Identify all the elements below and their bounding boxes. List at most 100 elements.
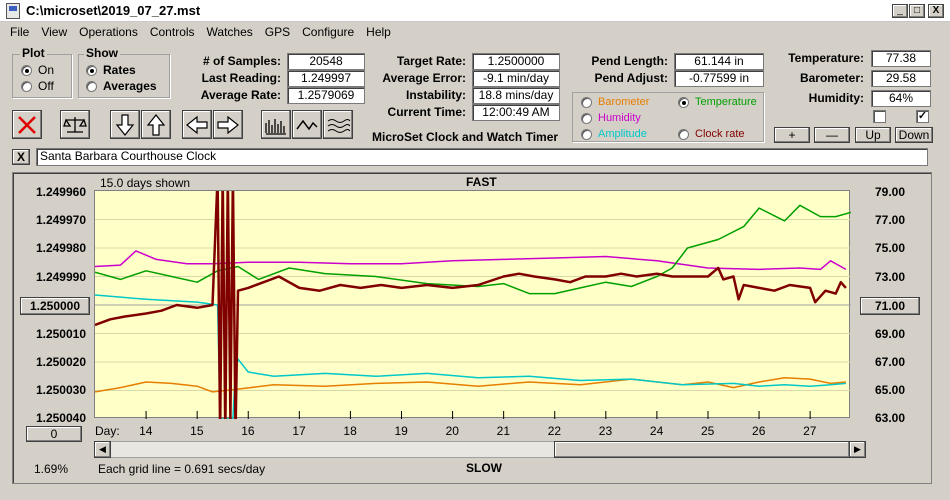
arrow-right-button[interactable] — [213, 110, 243, 139]
arrow-down-icon — [115, 113, 135, 136]
right-center-button[interactable]: 71.00 — [860, 297, 920, 315]
samples-field: 20548 — [287, 53, 365, 70]
current-time-label: Current Time: — [387, 105, 466, 119]
show-rates-label: Rates — [103, 63, 136, 77]
left-tick: 1.249960 — [35, 185, 86, 199]
plot-off-radio[interactable] — [21, 81, 32, 92]
left-bottom-button[interactable]: 0 — [26, 426, 82, 442]
wave-plot-button[interactable] — [323, 110, 353, 139]
slow-label: SLOW — [466, 461, 502, 475]
menu-file[interactable]: File — [10, 25, 30, 39]
percent-label: 1.69% — [34, 462, 69, 476]
balance-button[interactable] — [60, 110, 90, 139]
close-button[interactable]: X — [928, 4, 944, 18]
menu-view[interactable]: View — [41, 25, 68, 39]
down-button[interactable]: Down — [895, 127, 933, 143]
maximize-button[interactable]: □ — [909, 4, 925, 18]
average-rate-label: Average Rate: — [200, 88, 281, 102]
temperature-checkbox[interactable]: ✓ — [916, 110, 929, 123]
temperature-label: Temperature: — [788, 51, 864, 65]
chart-svg — [94, 175, 852, 435]
instability-label: Instability: — [405, 88, 466, 102]
day-tick-label: 19 — [394, 424, 408, 438]
show-averages-radio[interactable] — [86, 81, 97, 92]
day-tick-label: 24 — [649, 424, 664, 438]
series-temperature — [94, 204, 852, 295]
left-tick: 1.250010 — [35, 327, 86, 341]
average-rate-field: 1.2579069 — [287, 87, 365, 104]
amplitude-radio[interactable] — [581, 129, 592, 140]
clock-close-button[interactable]: X — [12, 149, 30, 165]
menu-configure[interactable]: Configure — [302, 25, 355, 39]
menu-operations[interactable]: Operations — [79, 25, 138, 39]
barometer-radio[interactable] — [581, 97, 592, 108]
arrow-left-icon — [186, 115, 208, 134]
day-tick-label: 26 — [752, 424, 766, 438]
menu-watches[interactable]: Watches — [206, 25, 253, 39]
target-rate-label: Target Rate: — [396, 54, 466, 68]
arrow-down-button[interactable] — [110, 110, 140, 139]
plot-group-title: Plot — [20, 46, 47, 60]
clear-button[interactable] — [12, 110, 42, 139]
zoom-in-button[interactable]: + — [774, 127, 810, 143]
current-time-field: 12:00:49 AM — [472, 104, 560, 121]
arrow-up-button[interactable] — [141, 110, 171, 139]
app-icon — [6, 3, 20, 19]
arrow-up-icon — [146, 113, 166, 136]
arrow-right-icon — [217, 115, 239, 134]
menu-bar: File View Operations Controls Watches GP… — [0, 22, 950, 42]
right-tick: 79.00 — [875, 185, 906, 199]
last-reading-label: Last Reading: — [201, 71, 281, 85]
left-tick: 1.249980 — [35, 241, 86, 255]
histogram-button[interactable] — [261, 110, 291, 139]
samples-label: # of Samples: — [202, 54, 281, 68]
series-amplitude — [94, 294, 846, 420]
right-tick: 69.00 — [875, 327, 906, 341]
show-rates-radio[interactable] — [86, 65, 97, 76]
average-error-label: Average Error: — [382, 71, 466, 85]
plot-off-label: Off — [38, 79, 54, 93]
clock-rate-radio[interactable] — [678, 129, 689, 140]
humidity-field: 64% — [871, 90, 931, 107]
series-clock-rate — [94, 175, 847, 435]
average-error-field: -9.1 min/day — [472, 70, 560, 87]
humidity-radio[interactable] — [581, 113, 592, 124]
humidity-checkbox[interactable] — [873, 110, 886, 123]
zoom-out-button[interactable]: — — [814, 127, 850, 143]
plot-on-radio[interactable] — [21, 65, 32, 76]
up-button[interactable]: Up — [855, 127, 891, 143]
right-axis-group — [572, 92, 764, 142]
fast-label: FAST — [466, 175, 497, 189]
amplitude-option-label: Amplitude — [598, 128, 647, 140]
minimize-button[interactable]: _ — [892, 4, 908, 18]
temperature-radio[interactable] — [678, 97, 689, 108]
temperature-option-label: Temperature — [695, 96, 757, 108]
day-tick-label: 14 — [139, 424, 153, 438]
left-center-button[interactable]: 1.250000 — [20, 297, 90, 315]
grid-note: Each grid line = 0.691 secs/day — [98, 462, 266, 476]
scroll-thumb[interactable] — [554, 441, 850, 458]
arrow-left-button[interactable] — [182, 110, 212, 139]
target-rate-field: 1.2500000 — [472, 53, 560, 70]
humidity-label: Humidity: — [808, 91, 864, 105]
window-title: C:\microset\2019_07_27.mst — [26, 3, 201, 18]
day-tick-label: 16 — [241, 424, 255, 438]
scroll-right-button[interactable]: ▶ — [849, 441, 866, 458]
title-bar: C:\microset\2019_07_27.mst _ □ X — [0, 0, 950, 22]
right-tick: 63.00 — [875, 411, 906, 425]
day-tick-label: 20 — [445, 424, 459, 438]
menu-help[interactable]: Help — [366, 25, 391, 39]
right-tick: 65.00 — [875, 383, 906, 397]
line-plot-button[interactable] — [292, 110, 322, 139]
show-averages-label: Averages — [103, 79, 157, 93]
menu-controls[interactable]: Controls — [149, 25, 195, 39]
barometer-label: Barometer: — [799, 71, 864, 85]
day-tick-label: 17 — [292, 424, 306, 438]
line-plot-icon — [296, 119, 318, 130]
scroll-left-button[interactable]: ◀ — [94, 441, 111, 458]
left-tick: 1.250030 — [35, 383, 86, 397]
menu-gps[interactable]: GPS — [264, 25, 291, 39]
clock-name-field[interactable]: Santa Barbara Courthouse Clock — [36, 148, 928, 166]
chart-panel — [12, 172, 932, 484]
pend-adjust-label: Pend Adjust: — [594, 71, 668, 85]
